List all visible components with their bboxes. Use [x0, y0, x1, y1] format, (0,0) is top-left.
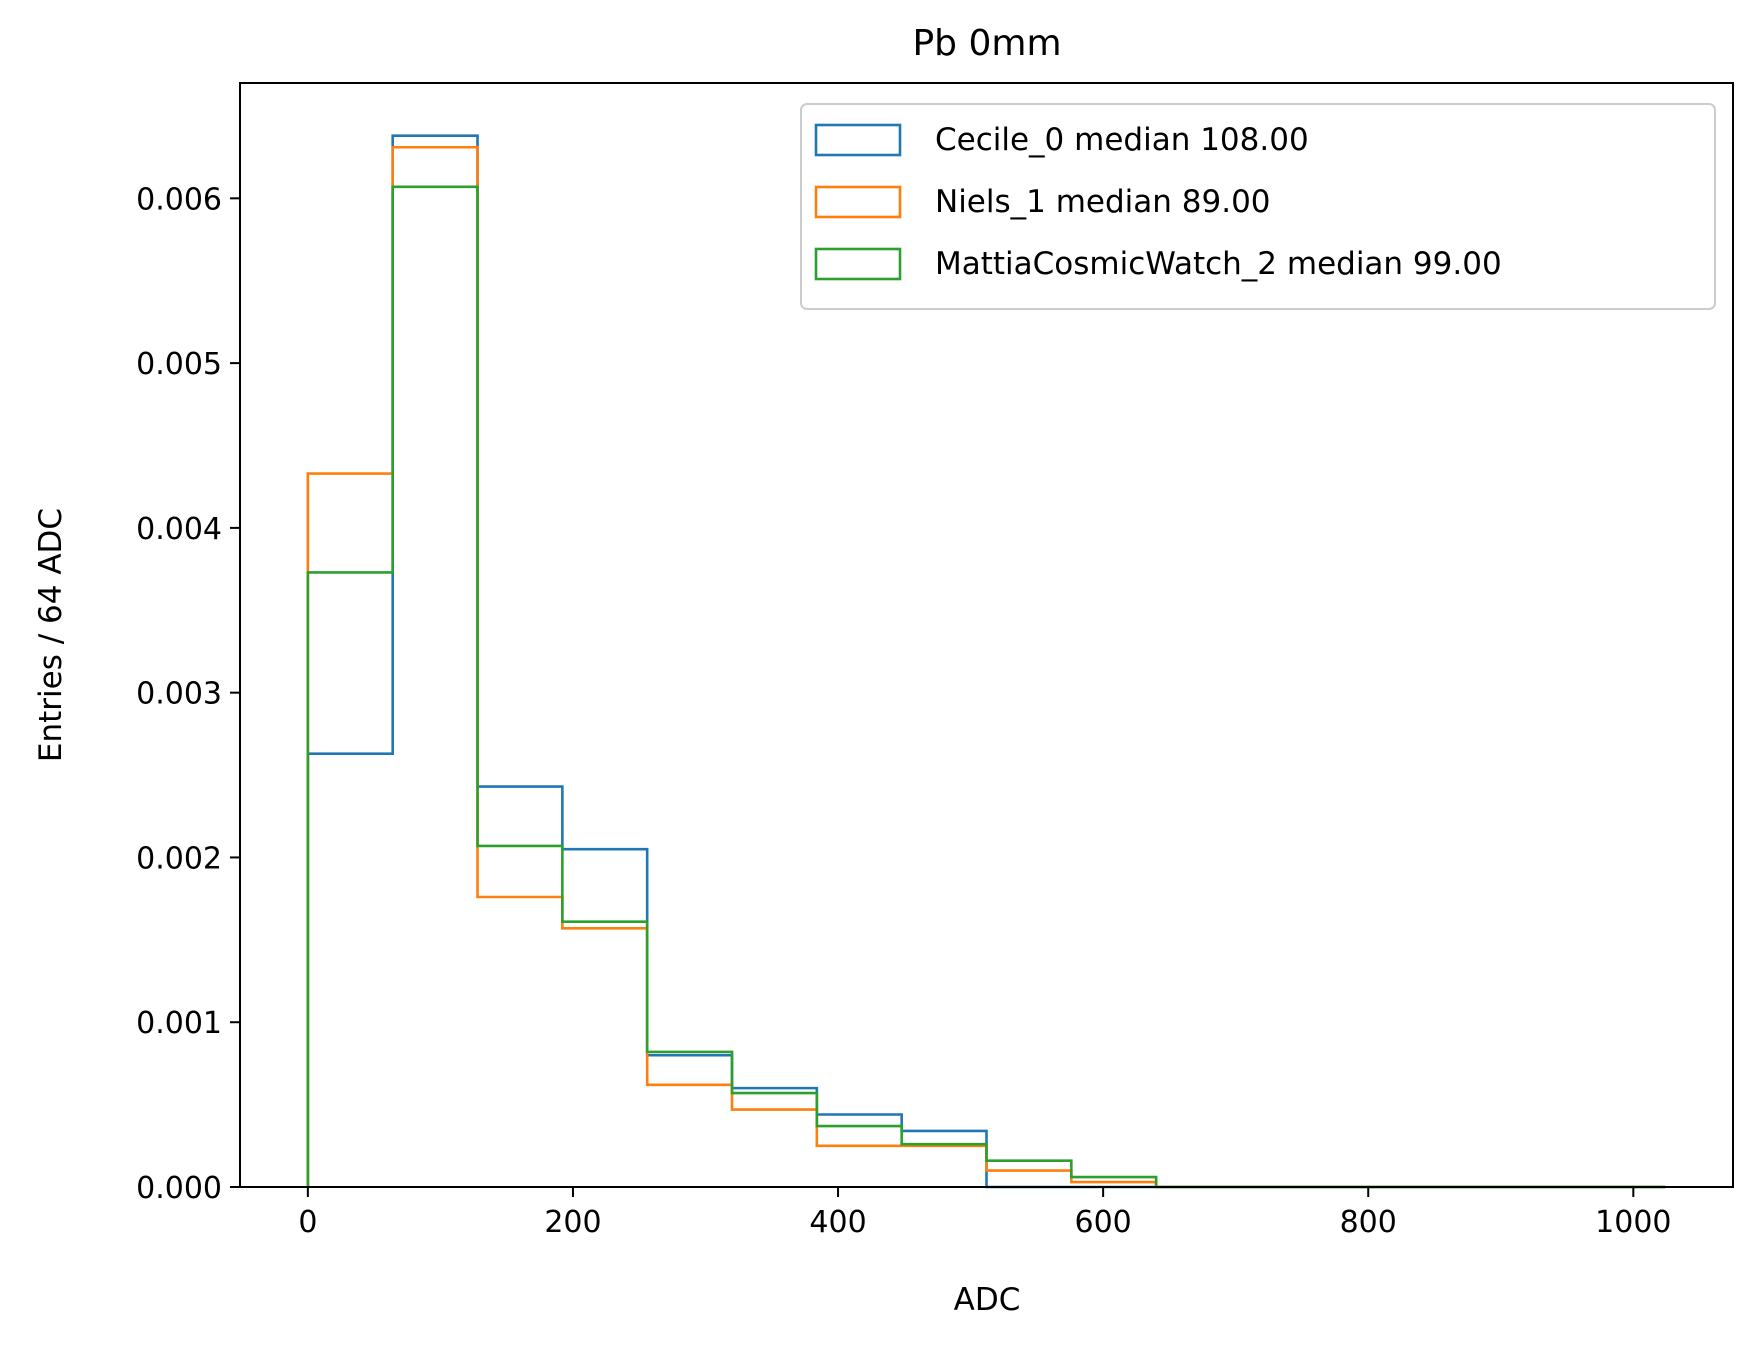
legend-label-1: Niels_1 median 89.00 — [935, 184, 1271, 220]
x-tick-label: 600 — [1075, 1205, 1132, 1240]
legend-swatch-2 — [814, 247, 902, 281]
y-tick-label: 0.004 — [136, 512, 222, 547]
y-tick-label: 0.002 — [136, 841, 222, 876]
plot-frame — [239, 82, 1734, 1188]
x-tick-label: 200 — [544, 1205, 601, 1240]
x-tick-label: 400 — [809, 1205, 866, 1240]
legend-label-0: Cecile_0 median 108.00 — [935, 122, 1309, 158]
legend-swatch-1 — [814, 185, 902, 219]
y-tick-label: 0.006 — [136, 182, 222, 217]
y-tick-label: 0.003 — [136, 677, 222, 712]
x-tick-label: 0 — [298, 1205, 317, 1240]
x-tick-label: 800 — [1340, 1205, 1397, 1240]
y-tick-label: 0.000 — [136, 1171, 222, 1206]
legend: Cecile_0 median 108.00 Niels_1 median 89.… — [800, 103, 1716, 310]
y-tick-label: 0.001 — [136, 1006, 222, 1041]
y-axis-label: Entries / 64 ADC — [33, 508, 69, 762]
legend-label-2: MattiaCosmicWatch_2 median 99.00 — [935, 246, 1502, 282]
x-tick-label: 1000 — [1595, 1205, 1671, 1240]
x-axis-ticks: 0 200 400 600 800 1000 — [298, 1187, 1672, 1240]
legend-box — [800, 103, 1716, 310]
legend-swatch-0 — [814, 123, 902, 157]
y-tick-label: 0.005 — [136, 347, 222, 382]
chart-title: Pb 0mm — [912, 23, 1061, 64]
x-axis-label: ADC — [954, 1282, 1021, 1318]
y-axis-ticks: 0.000 0.001 0.002 0.003 0.004 0.005 0.006 — [136, 182, 240, 1206]
